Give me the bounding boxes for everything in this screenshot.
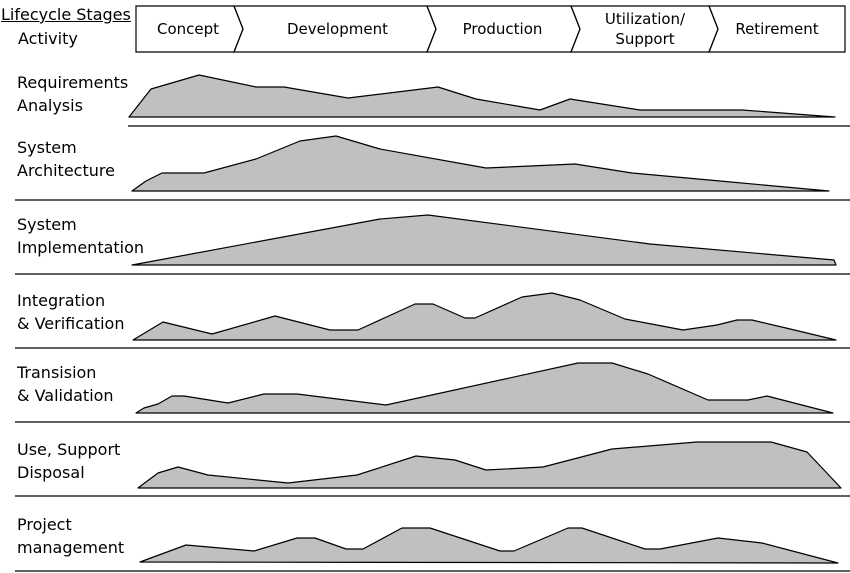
activity-label-use-support-disposal: Use, Support Disposal <box>17 440 121 482</box>
stage-production: Production <box>440 19 565 39</box>
activity-label-project-management: Project management <box>17 515 125 557</box>
stage-chevron-development <box>233 5 437 53</box>
profile-use-support-disposal <box>137 441 842 489</box>
stage-utilization-label-line1: Utilization/ <box>604 10 686 28</box>
profile-project-management <box>139 527 839 564</box>
activity-label-transition-validation: Transision & Validation <box>17 363 114 405</box>
stage-utilization: Utilization/ Support <box>585 9 705 49</box>
profile-integration-verification <box>132 292 837 341</box>
activity-label-requirements-analysis: Requirements Analysis <box>17 73 129 115</box>
stage-utilization-label-line2: Support <box>615 30 675 48</box>
stage-development: Development <box>250 19 425 39</box>
stage-retirement-label: Retirement <box>735 20 819 38</box>
activity-label: Activity <box>18 29 78 48</box>
profile-system-implementation <box>131 214 837 266</box>
activity-label-integration-verification: Integration & Verification <box>17 291 125 333</box>
row-dividers <box>15 125 850 572</box>
stage-development-label: Development <box>287 20 388 38</box>
stage-retirement: Retirement <box>722 19 832 39</box>
stage-chevron-concept <box>135 5 244 53</box>
stage-chevron-utilization <box>570 5 719 53</box>
stage-production-label: Production <box>462 20 543 38</box>
stage-chevron-production <box>426 5 581 53</box>
stage-concept-label: Concept <box>156 20 220 38</box>
lifecycle-stages-label: Lifecycle Stages <box>1 5 131 24</box>
stage-concept: Concept <box>150 19 226 39</box>
activity-label-system-implementation: System Implementation <box>17 215 145 257</box>
stage-chevron-retirement <box>708 5 846 53</box>
stage-chevron-bar <box>135 5 846 53</box>
profile-system-architecture <box>131 135 830 192</box>
profile-requirements-analysis <box>128 74 836 118</box>
profile-transition-validation <box>135 362 834 414</box>
activity-label-system-architecture: System Architecture <box>17 138 115 180</box>
